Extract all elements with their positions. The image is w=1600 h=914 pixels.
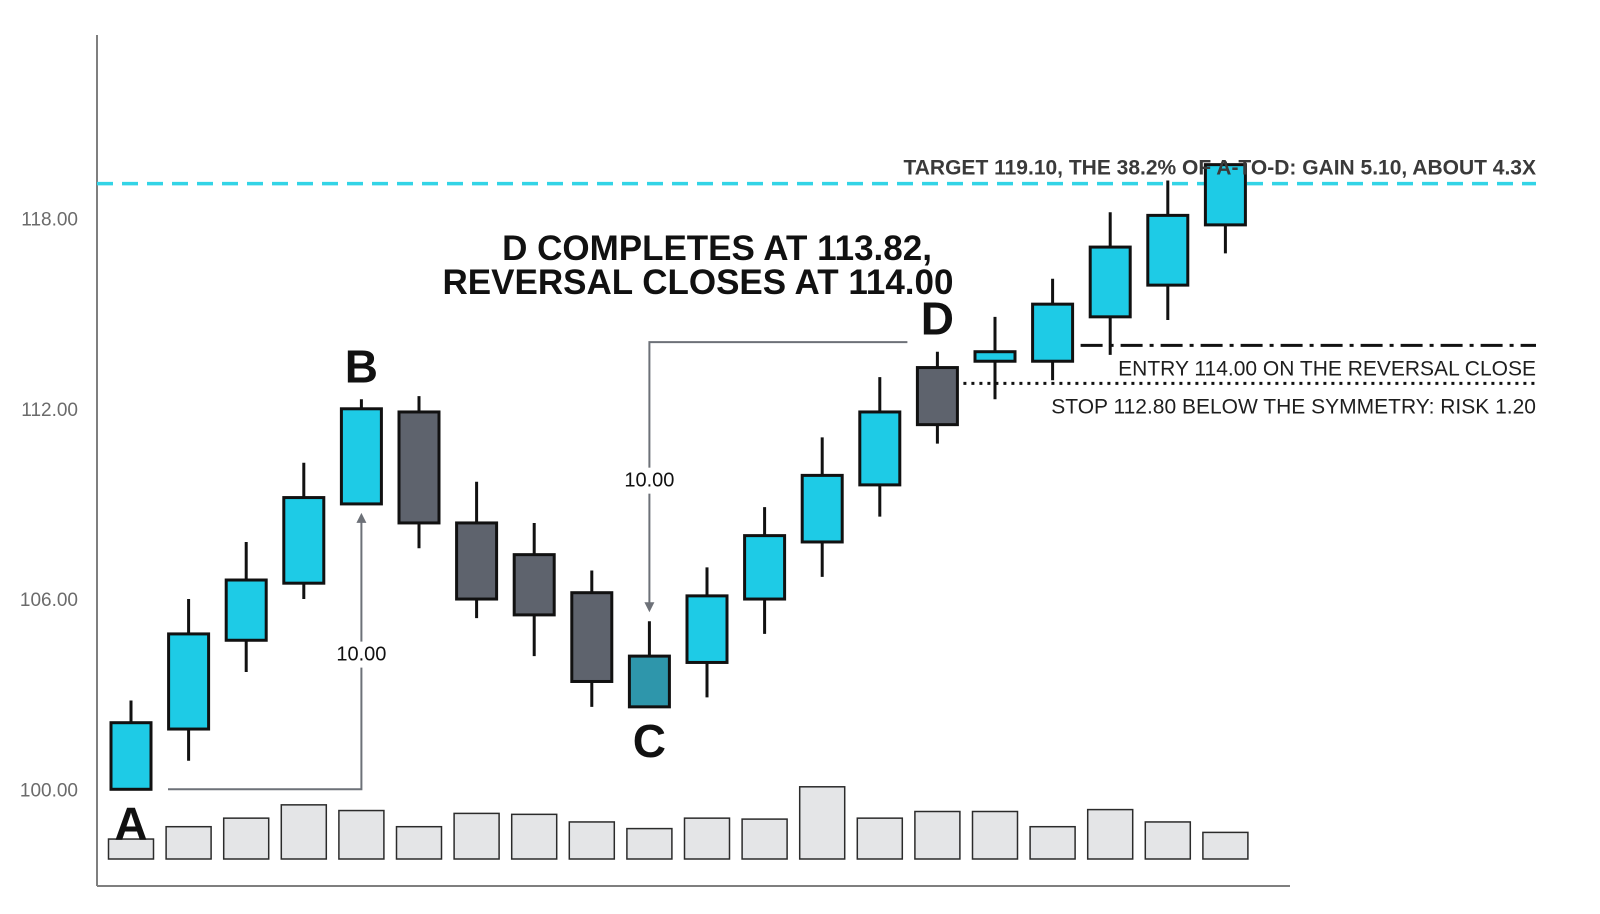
pattern-point-label: C [633,715,666,767]
candle-body [282,496,326,585]
volume-bar [1029,825,1076,860]
stop-level-label: STOP 112.80 BELOW THE SYMMETRY: RISK 1.2… [1051,395,1536,418]
candle-body [685,594,729,664]
arrow-head [356,512,367,523]
volume-bar [453,812,500,860]
candle-body [339,407,383,506]
volume-bar [510,813,558,860]
volume-bar [1144,821,1192,860]
volume-bar [1086,808,1134,860]
candle-body [915,366,959,427]
measure-label-background [334,641,389,668]
candle-body [1203,163,1247,227]
entry-level-label: ENTRY 114.00 ON THE REVERSAL CLOSE [1118,357,1536,380]
annotation-line-1: D COMPLETES AT 113.82, [502,229,932,268]
measure-label-ab: 10.00 [336,644,386,666]
volume-bar [856,817,904,860]
volume-bar [222,817,270,860]
volume-bar [395,825,443,860]
annotation-line-2: REVERSAL CLOSES AT 114.00 [443,263,954,302]
ab-measure-connector [168,521,363,791]
y-tick-label: 112.00 [21,400,78,421]
y-tick-labels: 100.00 106.00 112.00 118.00 [20,210,78,802]
candle-body [1146,213,1190,287]
pattern-point-labels: A B C D [114,293,954,850]
arrow-head [644,602,655,613]
measure-label-background [622,467,677,494]
volume-bar [280,804,328,860]
candle-body [1031,302,1075,363]
volume-bar [683,817,731,860]
volume-bar [626,827,673,860]
volume-bar [107,838,155,860]
chart-labels: D COMPLETES AT 113.82, REVERSAL CLOSES A… [334,157,1536,668]
candle-body [743,534,787,601]
y-tick-label: 118.00 [21,210,78,231]
candle-body [224,578,268,642]
candle-body [570,591,614,683]
volume-bar [568,821,616,860]
measure-connectors [168,341,908,791]
candle-body [800,473,844,544]
candle-body [397,410,441,525]
axes [96,35,1290,887]
y-tick-label: 106.00 [20,590,78,611]
volume-bars [107,786,1249,860]
volume-bar [741,818,788,860]
candle-body [167,632,211,731]
candle-body [627,654,671,709]
pattern-point-label: D [921,293,954,345]
candle-body [512,553,556,617]
measure-label-cd: 10.00 [624,470,674,492]
y-tick-label: 100.00 [20,780,78,801]
volume-bar [914,810,961,860]
volume-bar [338,809,385,860]
cd-measure-connector [648,341,908,604]
volume-bar [165,825,212,860]
level-lines [97,181,1536,385]
candle-body [1088,245,1132,319]
volume-bar [798,786,846,860]
candle-body [858,410,902,487]
candle-body [455,521,499,601]
candlesticks [109,161,1247,791]
pattern-point-label: A [114,797,147,849]
candle-body [973,350,1017,363]
volume-bar [971,810,1019,860]
pattern-point-label: B [345,340,378,392]
volume-bar [1202,831,1249,860]
candle-body [109,721,153,791]
target-level-label: TARGET 119.10, THE 38.2% OF A-TO-D: GAIN… [904,157,1537,180]
